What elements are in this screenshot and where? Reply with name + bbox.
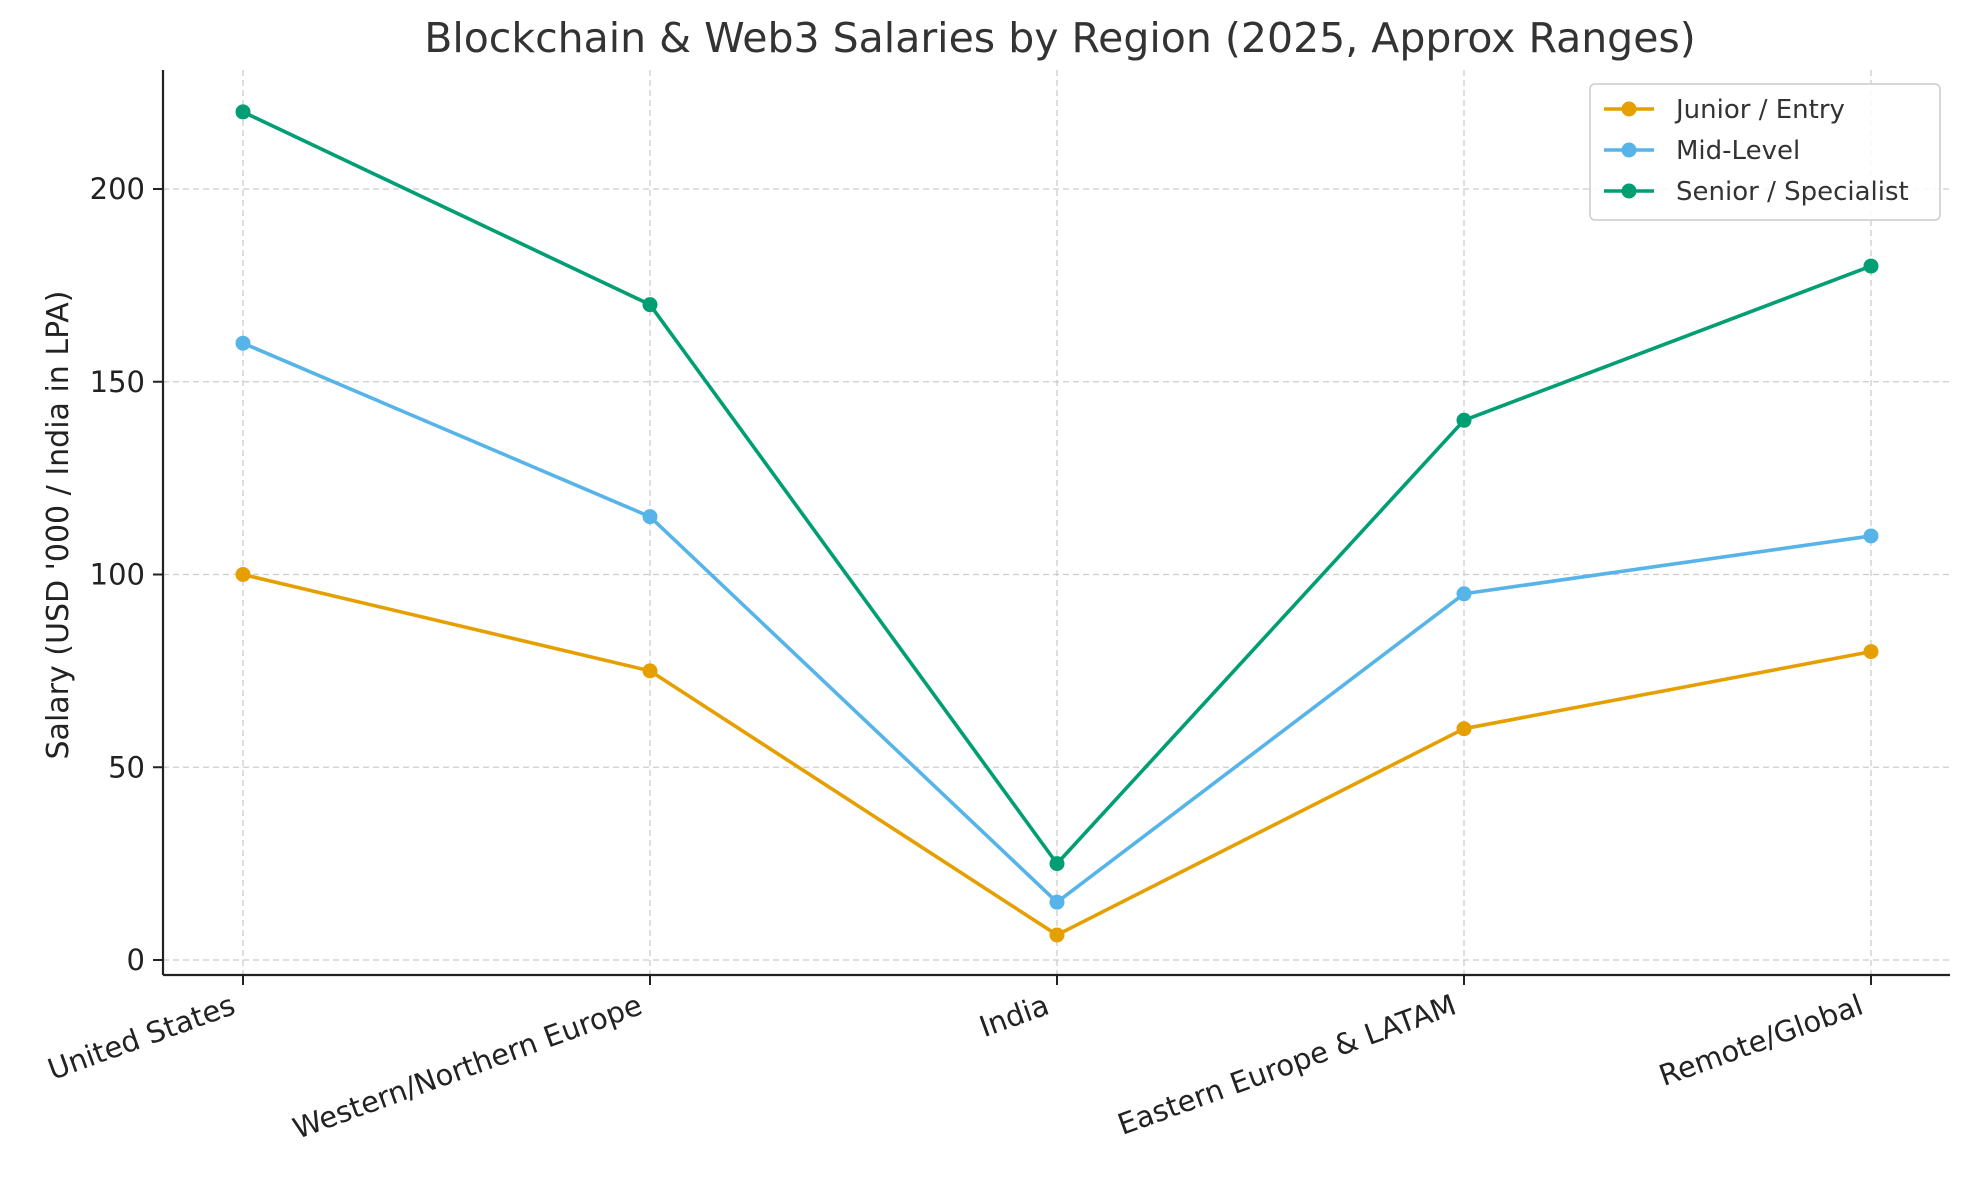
y-tick-label: 50 — [108, 750, 145, 784]
series-layer — [235, 104, 1879, 943]
data-point — [1456, 412, 1472, 428]
data-point — [1863, 528, 1879, 544]
x-tick-label: India — [975, 988, 1054, 1044]
data-point — [1049, 927, 1065, 943]
legend-box — [1589, 83, 1941, 221]
data-point — [1049, 856, 1065, 872]
y-tick-label: 0 — [127, 943, 145, 977]
data-point — [1863, 258, 1879, 274]
chart-title: Blockchain & Web3 Salaries by Region (20… — [424, 14, 1696, 62]
legend-label: Senior / Specialist — [1676, 177, 1909, 207]
x-tick-label: Western/Northern Europe — [288, 988, 646, 1146]
y-tick-label: 100 — [90, 558, 145, 592]
data-point — [642, 297, 658, 313]
legend-label: Junior / Entry — [1674, 95, 1845, 125]
legend-marker — [1621, 101, 1637, 117]
y-tick-label: 150 — [90, 365, 145, 399]
y-tick-label: 200 — [90, 172, 145, 206]
legend-marker — [1621, 142, 1637, 158]
data-point — [235, 335, 251, 351]
data-point — [235, 104, 251, 120]
grid-layer — [163, 70, 1950, 975]
axes-layer: 0 50 100 150 200 United States Western/Norther… — [43, 70, 1950, 1146]
y-axis-label: Salary (USD '000 / India in LPA) — [41, 291, 76, 760]
legend-label: Mid-Level — [1676, 136, 1800, 166]
x-tick-label: Eastern Europe & LATAM — [1113, 988, 1460, 1142]
x-tick-label: United States — [43, 988, 239, 1087]
data-point — [642, 663, 658, 679]
legend-marker — [1621, 183, 1637, 199]
x-tick-label: Remote/Global — [1654, 988, 1867, 1093]
data-point — [1456, 721, 1472, 737]
data-point — [1863, 644, 1879, 660]
data-point — [642, 509, 658, 525]
legend: Junior / Entry Mid-Level Senior / Speciali… — [1589, 83, 1941, 221]
data-point — [1456, 586, 1472, 602]
data-point — [235, 567, 251, 582]
data-point — [1049, 894, 1065, 910]
